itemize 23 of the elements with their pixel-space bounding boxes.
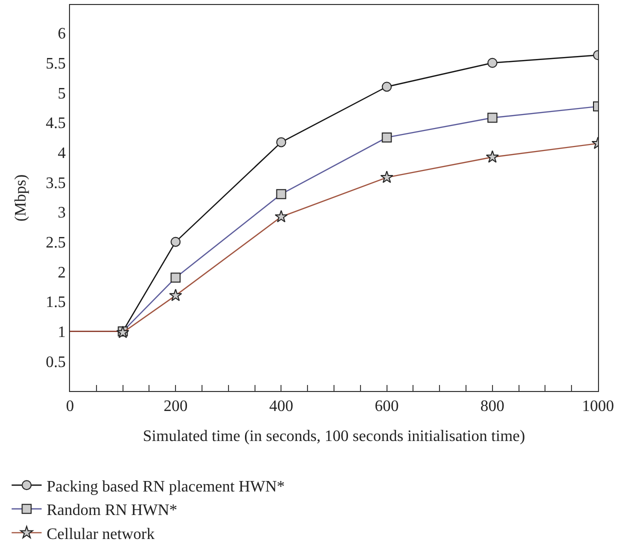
legend-label: Packing based RN placement HWN* <box>46 478 285 496</box>
y-tick-label: 1.5 <box>46 294 66 312</box>
y-tick-label: 2.5 <box>46 234 66 252</box>
x-tick-label: 400 <box>269 398 294 416</box>
y-tick-label: 5 <box>58 85 66 102</box>
x-tick-label: 600 <box>374 398 399 416</box>
y-tick-label: 4.5 <box>46 115 66 132</box>
y-tick-label: 0.5 <box>46 354 66 371</box>
y-tick-label: 1 <box>58 324 66 341</box>
y-tick-label: 6 <box>58 26 66 43</box>
y-tick-label: 3 <box>58 204 66 222</box>
x-tick-label: 0 <box>66 398 74 416</box>
x-tick-label: 800 <box>480 398 504 416</box>
x-tick-label: 200 <box>164 398 188 416</box>
y-tick-label: 3.5 <box>46 174 66 192</box>
y-tick-label: 5.5 <box>46 55 66 72</box>
legend-label: Cellular network <box>46 526 155 543</box>
y-tick-label: 2 <box>58 264 66 282</box>
x-tick-label: 1000 <box>582 398 614 416</box>
y-axis-title: (Mbps) <box>12 174 30 222</box>
x-axis-title: Simulated time (in seconds, 100 seconds initialisation time) <box>142 428 526 445</box>
y-tick-label: 4 <box>58 144 66 162</box>
legend-label: Random RN HWN* <box>46 502 178 520</box>
